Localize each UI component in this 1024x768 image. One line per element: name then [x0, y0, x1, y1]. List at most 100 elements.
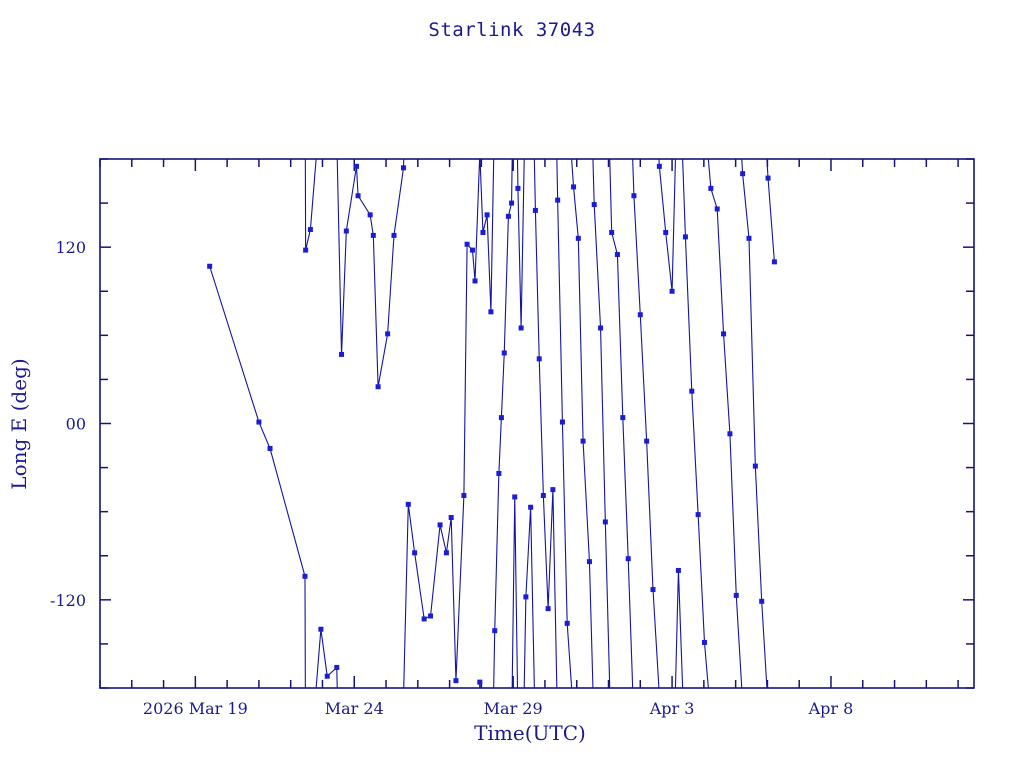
data-point-marker: [443, 550, 449, 556]
data-point-marker: [752, 463, 758, 469]
y-tick-label: -120: [50, 591, 86, 610]
data-point-marker: [765, 175, 771, 181]
data-point-marker: [492, 628, 498, 634]
y-axis-tick-labels: 120 00 -120: [50, 238, 86, 610]
data-point-marker: [307, 227, 313, 233]
x-tick-label: 2026 Mar 19: [143, 699, 248, 718]
data-point-marker: [343, 228, 349, 234]
data-point-marker: [488, 309, 494, 315]
data-point-marker: [437, 522, 443, 528]
data-point-marker: [385, 331, 391, 337]
data-point-marker: [367, 212, 373, 218]
data-point-marker: [532, 207, 538, 213]
data-point-marker: [207, 263, 213, 269]
x-axis-ticks: [99, 159, 959, 688]
data-point-marker: [375, 384, 381, 390]
data-point-marker: [401, 165, 407, 171]
data-point-marker: [650, 587, 656, 593]
data-point-marker: [303, 247, 309, 253]
data-point-marker: [620, 415, 626, 421]
series-markers-long-e: [207, 163, 777, 685]
data-point-marker: [480, 229, 486, 235]
data-point-marker: [421, 616, 427, 622]
data-point-marker: [609, 229, 615, 235]
x-tick-label: Mar 24: [325, 699, 384, 718]
data-point-marker: [682, 234, 688, 240]
data-point-marker: [614, 252, 620, 258]
y-axis-title: Long E (deg): [7, 358, 31, 489]
data-point-marker: [771, 259, 777, 265]
data-point-marker: [571, 184, 577, 190]
data-point-marker: [484, 212, 490, 218]
data-point-marker: [496, 470, 502, 476]
x-tick-label: Mar 29: [484, 699, 543, 718]
data-point-marker: [391, 232, 397, 238]
data-point-marker: [598, 325, 604, 331]
data-point-marker: [512, 494, 518, 500]
data-point-marker: [575, 235, 581, 241]
data-point-marker: [523, 594, 529, 600]
x-tick-label: Apr 8: [808, 699, 854, 718]
x-axis-title: Time(UTC): [474, 721, 586, 745]
data-point-marker: [461, 493, 467, 498]
data-point-marker: [469, 247, 475, 253]
data-point-marker: [472, 278, 478, 284]
y-tick-label: 00: [66, 415, 86, 434]
data-point-marker: [656, 163, 662, 169]
data-point-marker: [733, 592, 739, 598]
data-point-marker: [721, 331, 727, 337]
data-point-marker: [644, 438, 650, 444]
data-point-marker: [631, 193, 637, 199]
data-point-marker: [498, 415, 504, 421]
data-point-marker: [453, 678, 459, 684]
y-axis-ticks: [100, 158, 974, 689]
data-point-marker: [536, 356, 542, 362]
data-point-marker: [727, 431, 733, 437]
data-point-marker: [267, 445, 273, 451]
data-point-marker: [334, 664, 340, 670]
data-point-marker: [689, 388, 695, 394]
x-tick-label: Apr 3: [649, 699, 695, 718]
data-point-marker: [256, 419, 262, 425]
data-point-marker: [370, 232, 376, 238]
data-point-marker: [675, 567, 681, 573]
series-line-long-e: [209, 158, 775, 689]
data-point-marker: [708, 185, 714, 191]
data-point-marker: [428, 613, 434, 619]
data-point-marker: [580, 438, 586, 444]
data-point-marker: [353, 163, 359, 169]
page-title: Starlink 37043: [428, 19, 595, 41]
data-point-marker: [412, 550, 418, 556]
data-point-marker: [464, 241, 470, 247]
data-point-marker: [637, 312, 643, 318]
data-point-marker: [448, 515, 454, 521]
data-point-marker: [540, 493, 546, 498]
data-point-marker: [663, 229, 669, 235]
data-point-marker: [759, 598, 765, 604]
data-point-marker: [550, 487, 556, 493]
plot-frame: [99, 158, 975, 689]
data-point-marker: [714, 206, 720, 212]
data-point-marker: [591, 202, 597, 208]
data-point-marker: [355, 193, 361, 199]
data-point-marker: [477, 679, 483, 685]
data-point-marker: [545, 606, 551, 612]
data-point-marker: [695, 512, 701, 518]
data-point-marker: [586, 559, 592, 565]
data-point-marker: [509, 200, 515, 206]
data-point-marker: [528, 504, 534, 510]
data-point-marker: [625, 556, 631, 562]
data-series-layer: [207, 158, 777, 689]
data-point-marker: [515, 185, 521, 191]
data-point-marker: [501, 350, 507, 356]
data-point-marker: [740, 171, 746, 177]
data-point-marker: [701, 639, 707, 645]
x-axis-tick-labels: 2026 Mar 19 Mar 24 Mar 29 Apr 3 Apr 8: [143, 699, 853, 718]
data-point-marker: [318, 626, 324, 632]
y-tick-label: 120: [55, 238, 86, 257]
data-point-marker: [518, 325, 524, 331]
data-point-marker: [559, 419, 565, 425]
data-point-marker: [302, 573, 308, 579]
